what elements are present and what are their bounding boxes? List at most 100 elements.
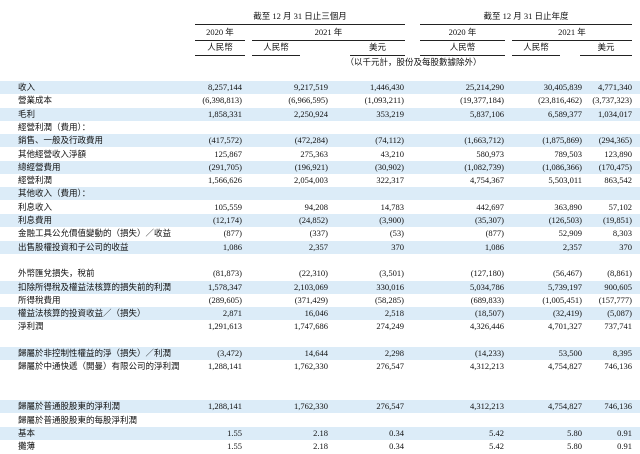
cell-value: 5.80 <box>567 441 582 452</box>
cell-value: 1,566,626 <box>208 175 242 186</box>
cell-value: 1,858,331 <box>208 108 242 119</box>
header-year: 2021 年 <box>314 27 343 37</box>
cell-value: 0.91 <box>617 441 632 452</box>
cell-value: (196,921) <box>294 161 328 172</box>
cell-value: 6,589,377 <box>548 108 582 119</box>
row-band <box>0 307 640 321</box>
cell-value: (289,605) <box>208 294 242 305</box>
cell-value: 330,016 <box>376 281 404 292</box>
row-band <box>0 240 640 254</box>
cell-value: 5,034,786 <box>470 281 504 292</box>
row-label: 歸屬於普通股股東的每股淨利潤 <box>18 414 138 425</box>
cell-value: 2,518 <box>384 308 404 319</box>
cell-value: (157,777) <box>598 294 632 305</box>
header-year: 2021 年 <box>558 27 586 37</box>
cell-value: 276,547 <box>376 361 404 372</box>
row-band <box>0 187 640 201</box>
row-band <box>0 400 640 414</box>
cell-value: (877) <box>485 228 504 239</box>
cell-value: 4,326,446 <box>470 321 504 332</box>
cell-value: 863,542 <box>604 175 632 186</box>
cell-value: 5,739,197 <box>548 281 582 292</box>
cell-value: 9,217,519 <box>294 82 328 92</box>
cell-value: 1,086 <box>222 241 242 252</box>
cell-value: 4,754,367 <box>470 175 504 186</box>
row-label: 總經營費用 <box>18 161 61 172</box>
row-label: 營業成本 <box>18 95 53 106</box>
cell-value: 580,973 <box>476 148 504 159</box>
cell-value: 5,837,106 <box>470 108 504 119</box>
cell-value: (6,966,595) <box>288 95 328 106</box>
cell-value: 363,890 <box>554 201 582 212</box>
header-currency: 人民幣 <box>207 42 233 52</box>
cell-value: 2,357 <box>562 241 582 252</box>
header-group: 截至 12 月 31 日止年度 <box>483 11 569 21</box>
cell-value: (24,852) <box>298 215 328 225</box>
cell-value: 4,754,827 <box>548 401 582 412</box>
cell-value: (472,284) <box>294 135 328 146</box>
cell-value: 14,783 <box>380 201 404 212</box>
cell-value: 737,741 <box>604 321 632 332</box>
cell-value: (126,503) <box>548 215 582 225</box>
row-label: 經營利潤（費用）： <box>18 121 91 132</box>
header-currency: 人民幣 <box>523 42 549 52</box>
row-label: 攤薄 <box>18 441 36 452</box>
cell-value: 370 <box>391 241 404 252</box>
row-band <box>0 347 640 360</box>
cell-value: (170,475) <box>598 161 632 172</box>
cell-value: (1,093,211) <box>364 95 404 106</box>
cell-value: (56,467) <box>552 268 582 279</box>
cell-value: 1.55 <box>227 427 242 438</box>
header-currency: 美元 <box>597 42 615 52</box>
row-label: 利息收入 <box>18 201 53 212</box>
cell-value: 16,046 <box>304 308 328 319</box>
header-rule <box>252 40 405 41</box>
row-label: 扣除所得稅及權益法核算的損失前的利潤 <box>18 281 172 292</box>
cell-value: 1,086 <box>484 241 504 252</box>
cell-value: (53) <box>389 228 404 239</box>
cell-value: 0.34 <box>389 427 404 438</box>
cell-value: 52,909 <box>558 228 582 239</box>
header-rule <box>420 24 632 25</box>
header-rule <box>195 24 405 25</box>
cell-value: 105,559 <box>214 201 242 212</box>
cell-value: 322,317 <box>376 175 404 186</box>
cell-value: 276,547 <box>376 401 404 412</box>
row-band <box>0 160 640 174</box>
row-label: 銷售、一般及行政費用 <box>18 135 104 146</box>
cell-value: (1,086,366) <box>542 161 582 172</box>
cell-value: 4,701,327 <box>548 321 582 332</box>
cell-value: 53,500 <box>558 348 582 358</box>
row-band <box>0 107 640 121</box>
header-currency: 人民幣 <box>263 42 289 52</box>
header-rule <box>350 55 405 56</box>
header-currency: 美元 <box>368 42 386 52</box>
cell-value: (30,902) <box>374 161 404 172</box>
cell-value: 30,405,839 <box>543 82 582 92</box>
cell-value: (337) <box>309 228 328 239</box>
cell-value: 900,605 <box>604 281 632 292</box>
cell-value: (6,398,813) <box>202 95 242 106</box>
header-rule <box>420 40 505 41</box>
cell-value: 43,210 <box>380 148 404 159</box>
cell-value: (417,572) <box>208 135 242 146</box>
row-label: 基本 <box>18 427 36 438</box>
row-label: 淨利潤 <box>18 321 44 332</box>
row-label: 利息費用 <box>18 215 53 225</box>
header-year: 2020 年 <box>206 27 234 37</box>
cell-value: 94,208 <box>304 201 328 212</box>
cell-value: (22,310) <box>298 268 328 279</box>
row-label: 歸屬於非控制性權益的淨（損失）／利潤 <box>18 348 172 358</box>
cell-value: 4,754,827 <box>548 361 582 372</box>
row-band <box>0 134 640 148</box>
row-band <box>0 214 640 227</box>
row-band <box>0 81 640 94</box>
row-label: 外幣匯兌損失，稅前 <box>18 268 95 279</box>
cell-value: 274,249 <box>376 321 404 332</box>
header-group: 截至 12 月 31 日止三個月 <box>253 11 347 21</box>
cell-value: 442,697 <box>476 201 504 212</box>
row-label: 金融工具公允價值變動的（損失）／收益 <box>18 228 172 239</box>
row-label: 毛利 <box>18 108 36 119</box>
cell-value: 5.42 <box>489 441 504 452</box>
row-band <box>0 426 640 440</box>
